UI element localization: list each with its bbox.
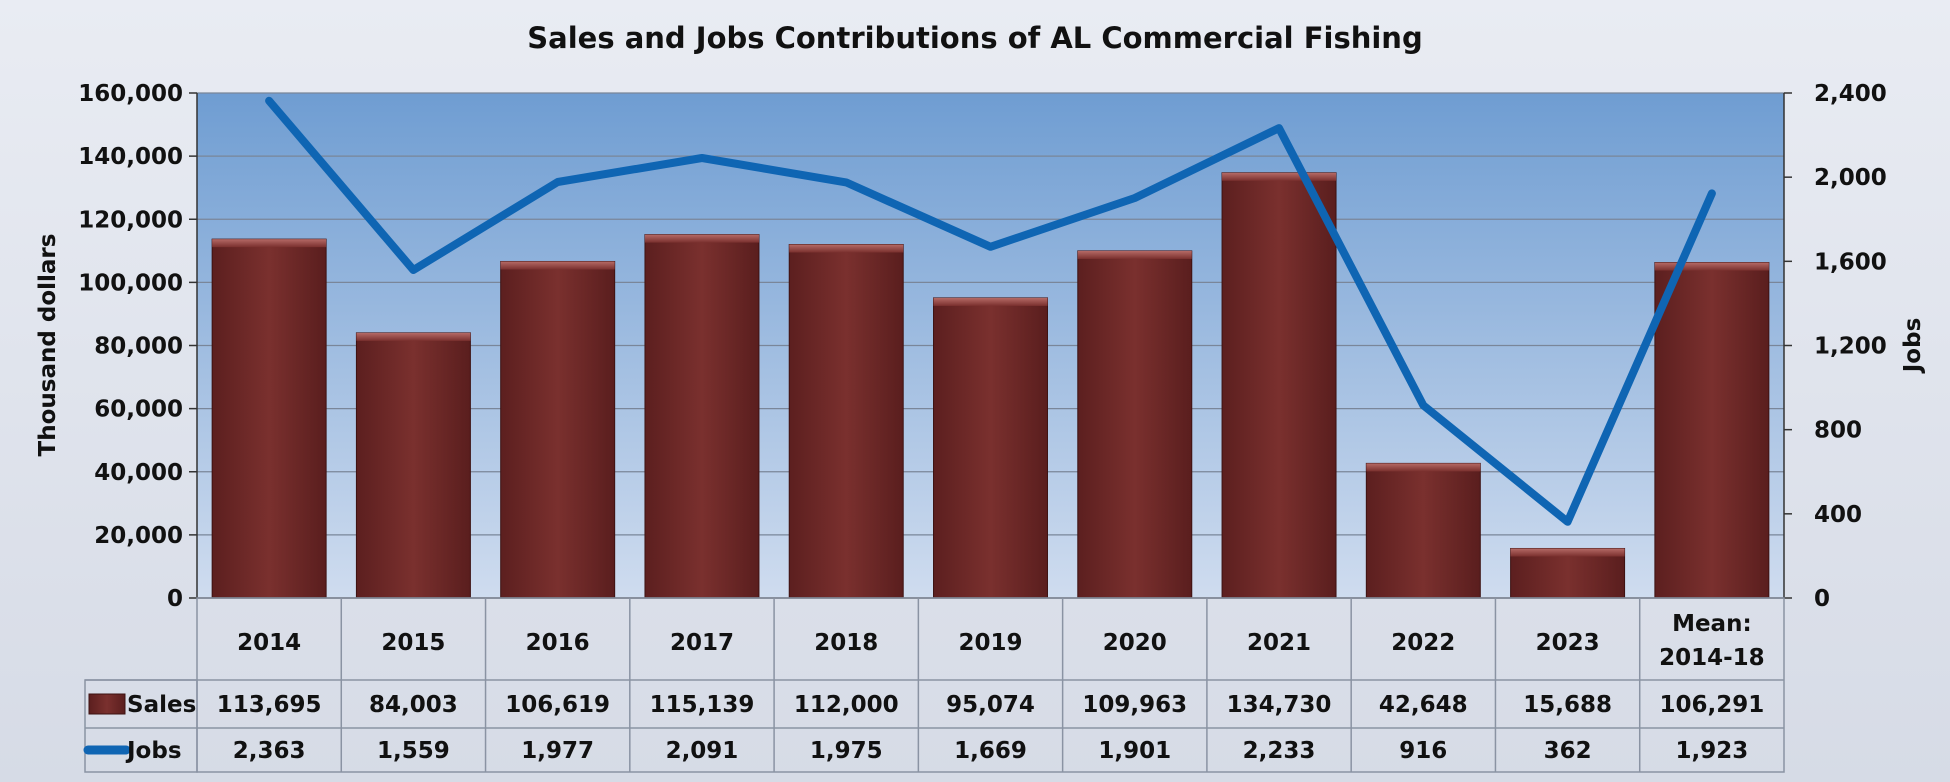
jobs-value-label: 2,091 (666, 738, 739, 764)
jobs-value-label: 362 (1544, 738, 1592, 764)
sales-bar (788, 244, 904, 599)
y-tick-label: 0 (167, 586, 183, 612)
y2-tick-label: 400 (1814, 502, 1862, 528)
jobs-point (845, 181, 848, 184)
sales-value-label: 106,291 (1659, 692, 1764, 718)
sales-bar-cap (1510, 548, 1625, 557)
y2-tick-label: 800 (1814, 418, 1862, 444)
sales-bar-cap (212, 239, 327, 248)
jobs-point (700, 157, 703, 160)
category-label: 2015 (381, 630, 445, 656)
jobs-line (265, 96, 1716, 526)
y-tick-label: 120,000 (78, 207, 183, 233)
jobs-value-label: 1,923 (1675, 738, 1748, 764)
sales-bar (1077, 250, 1193, 599)
legend-sales-label: Sales (127, 692, 196, 718)
sales-bar (211, 238, 327, 599)
data-table: 2014 2015 2016 2017 2018 2019 2020 2021 2022 2023… (83, 597, 1785, 773)
jobs-point (1422, 404, 1425, 407)
category-label: 2020 (1103, 630, 1167, 656)
category-label: 2023 (1536, 630, 1600, 656)
sales-bar (1510, 547, 1626, 599)
legend-sales-swatch (88, 693, 126, 715)
category-label: 2014-18 (1659, 645, 1765, 671)
jobs-value-label: 1,901 (1098, 738, 1171, 764)
sales-value-label: 106,619 (505, 692, 610, 718)
y2-tick-label: 2,400 (1814, 81, 1887, 107)
category-label: 2016 (526, 630, 590, 656)
y2-tick-label: 1,200 (1814, 334, 1887, 360)
sales-bar-cap (1654, 262, 1769, 271)
sales-bar-cap (1077, 250, 1192, 259)
sales-value-label: 84,003 (369, 692, 458, 718)
sales-value-label: 115,139 (650, 692, 755, 718)
jobs-value-label: 2,233 (1243, 738, 1316, 764)
sales-bar (933, 297, 1048, 599)
y-tick-label: 80,000 (94, 334, 183, 360)
y-tick-label: 160,000 (78, 81, 183, 107)
category-label: Mean: (1672, 611, 1752, 637)
sales-bar (500, 260, 616, 599)
sales-bar-cap (644, 234, 759, 243)
legend-jobs-label: Jobs (125, 738, 182, 764)
sales-bar-cap (789, 244, 904, 253)
category-label: 2019 (958, 630, 1022, 656)
sales-bar (644, 234, 760, 599)
category-label: 2017 (670, 630, 734, 656)
sales-value-label: 95,074 (946, 692, 1035, 718)
jobs-value-label: 2,363 (233, 738, 306, 764)
jobs-point (1710, 192, 1713, 195)
sales-value-label: 42,648 (1379, 692, 1468, 718)
sales-bar-cap (500, 261, 615, 270)
sales-bar (1365, 462, 1481, 599)
category-label: 2022 (1391, 630, 1455, 656)
category-label: 2018 (814, 630, 878, 656)
y-tick-label: 40,000 (94, 460, 183, 486)
y-tick-label: 20,000 (94, 523, 183, 549)
jobs-point (556, 181, 559, 184)
jobs-value-label: 916 (1399, 738, 1447, 764)
sales-value-label: 15,688 (1523, 692, 1612, 718)
sales-bar (355, 332, 471, 599)
sales-value-label: 112,000 (794, 692, 899, 718)
jobs-point (412, 268, 415, 271)
jobs-point (1566, 520, 1569, 523)
jobs-point (268, 99, 271, 102)
y2-tick-label: 0 (1814, 586, 1830, 612)
sales-bar (1654, 262, 1770, 599)
jobs-value-label: 1,669 (954, 738, 1027, 764)
jobs-point (1278, 127, 1281, 130)
sales-value-label: 134,730 (1227, 692, 1332, 718)
sales-bar-cap (1366, 463, 1481, 472)
jobs-value-label: 1,977 (521, 738, 594, 764)
y-tick-label: 100,000 (78, 270, 183, 296)
axes: 160,000 140,000 120,000 100,000 80,000 60,000… (78, 81, 1887, 612)
y-tick-label: 60,000 (94, 397, 183, 423)
sales-bar-cap (356, 332, 471, 341)
sales-bars (211, 172, 1770, 599)
sales-value-label: 113,695 (217, 692, 322, 718)
chart-title: Sales and Jobs Contributions of AL Comme… (527, 21, 1422, 55)
category-label: 2014 (237, 630, 301, 656)
jobs-point (1133, 196, 1136, 199)
jobs-value-label: 1,559 (377, 738, 450, 764)
sales-bar-cap (1222, 172, 1337, 181)
sales-bar (1221, 172, 1337, 599)
category-label: 2021 (1247, 630, 1311, 656)
jobs-value-label: 1,975 (810, 738, 883, 764)
y2-tick-label: 1,600 (1814, 249, 1887, 275)
sales-bar-cap (933, 297, 1048, 306)
y-axis-label: Thousand dollars (35, 234, 61, 457)
y2-tick-label: 2,000 (1814, 165, 1887, 191)
sales-value-label: 109,963 (1082, 692, 1187, 718)
y-tick-label: 140,000 (78, 144, 183, 170)
y2-axis-label: Jobs (1900, 318, 1926, 375)
jobs-point (989, 245, 992, 248)
